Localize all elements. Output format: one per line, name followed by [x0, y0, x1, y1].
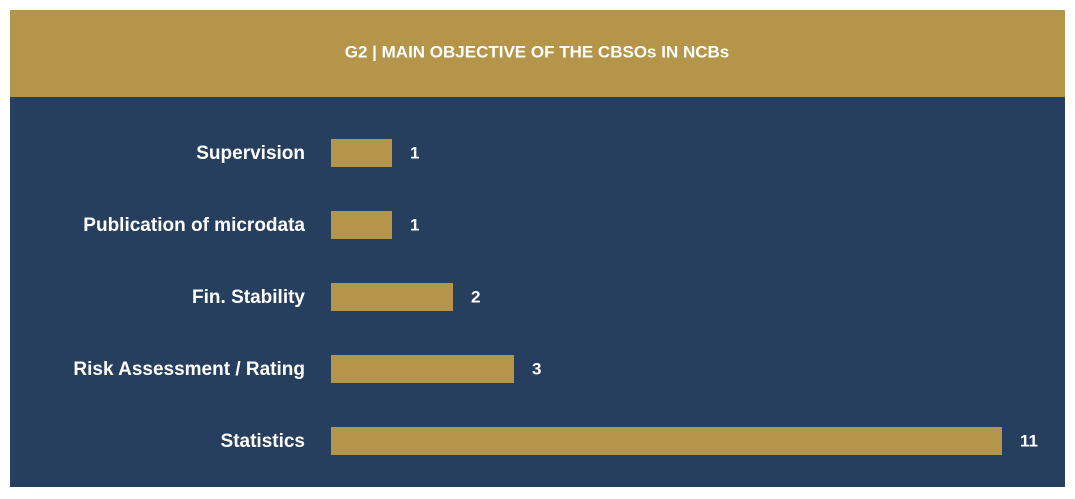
title-bar: [10, 10, 1065, 97]
data-label: 3: [532, 359, 541, 378]
category-label: Risk Assessment / Rating: [73, 359, 305, 380]
data-label: 1: [410, 143, 419, 162]
chart-title: G2 | MAIN OBJECTIVE OF THE CBSOs IN NCBs: [345, 42, 729, 61]
bar: [331, 355, 514, 383]
category-label: Fin. Stability: [192, 287, 305, 308]
plot-panel: [10, 97, 1065, 487]
bar: [331, 211, 392, 239]
category-label: Statistics: [221, 431, 305, 452]
data-label: 2: [471, 287, 480, 306]
bar: [331, 283, 453, 311]
bar: [331, 427, 1002, 455]
category-label: Supervision: [196, 143, 305, 164]
category-label: Publication of microdata: [83, 215, 305, 236]
data-label: 1: [410, 215, 419, 234]
data-label: 11: [1020, 431, 1038, 450]
bar: [331, 139, 392, 167]
